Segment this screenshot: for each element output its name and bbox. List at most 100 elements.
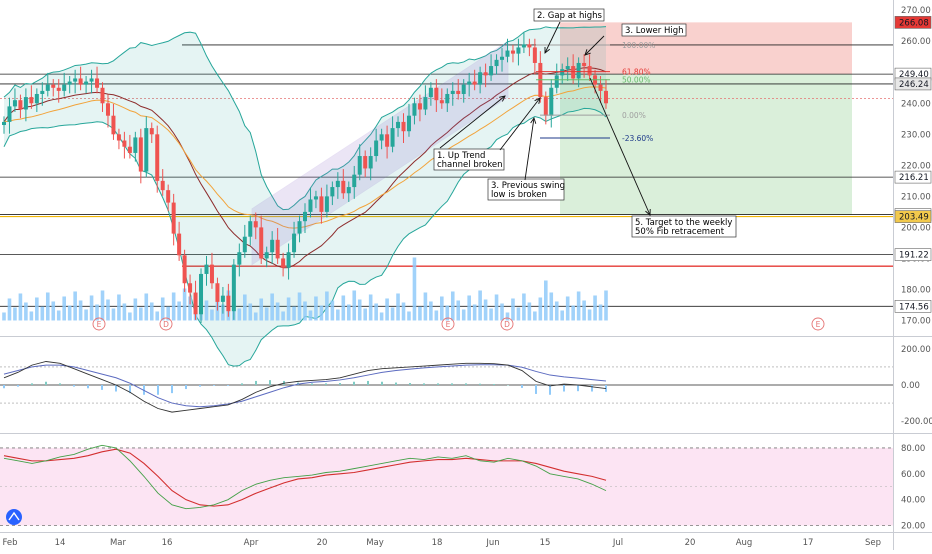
volume-bar (73, 291, 77, 321)
volume-bar (243, 294, 247, 321)
event-marker-label: E (816, 320, 821, 329)
candle-body (193, 292, 198, 315)
candle-body (390, 128, 395, 147)
macd-axis-tick: 200.00 (901, 345, 931, 355)
volume-bar (62, 296, 66, 321)
time-axis-tick: Sep (865, 538, 881, 548)
fib-label: 100.00% (622, 41, 655, 50)
volume-bar (587, 309, 592, 321)
volume-bar (390, 307, 395, 321)
macd-hist-bar (185, 385, 187, 390)
candle-body (346, 187, 351, 194)
tradingview-logo-icon (6, 509, 22, 525)
candle-body (138, 137, 143, 172)
arrow-target (589, 77, 651, 216)
price-tag-label: 174.56 (899, 302, 929, 312)
macd-hist-bar (493, 384, 495, 385)
volume-bar (565, 296, 570, 321)
volume-bar (122, 303, 127, 321)
price-axis-tick: 270.00 (901, 6, 931, 16)
volume-bar (560, 310, 565, 321)
candle-body (188, 283, 193, 293)
candle-body (363, 156, 368, 169)
price-tag-label: 216.21 (899, 173, 929, 183)
candle-body (319, 196, 324, 212)
candle-body (565, 66, 570, 70)
candle-body (149, 128, 154, 135)
candle-body (368, 156, 373, 169)
candle-body (456, 90, 461, 94)
macd-hist-bar (465, 383, 467, 385)
candle-body (116, 134, 121, 141)
logo-mark-icon (8, 511, 20, 521)
macd-hist-bar (395, 382, 397, 385)
candle-body (554, 75, 559, 88)
annotation-text: channel broken (437, 160, 502, 170)
candle-body (434, 87, 439, 101)
candle-body (532, 47, 537, 63)
volume-bar (374, 303, 378, 321)
macd-line (3, 361, 607, 413)
volume-bar (182, 288, 187, 321)
price-tag-box (894, 77, 932, 91)
price-axis-tick: 200.00 (901, 223, 931, 233)
annotation-box (487, 178, 565, 201)
candle-body (423, 97, 428, 110)
volume-bar (478, 290, 482, 321)
time-axis-tick: Aug (736, 538, 753, 548)
volume-bar (341, 295, 346, 321)
volume-bar (95, 304, 99, 321)
candle-body (45, 84, 50, 91)
candle-body (467, 81, 472, 85)
volume-bar (571, 305, 575, 321)
volume-bar (286, 297, 291, 321)
macd-hist-bar (563, 385, 565, 392)
time-axis-tick: May (366, 538, 384, 548)
volume-bar (456, 300, 461, 321)
macd-hist-bar (269, 380, 271, 385)
price-tag-box (894, 248, 932, 261)
candle-body (95, 78, 100, 88)
event-marker-circle (92, 317, 106, 331)
candle-body (242, 236, 247, 253)
price-tag-label: 266.08 (899, 18, 929, 28)
risk-zone (560, 22, 852, 75)
candle-body (604, 90, 608, 104)
volume-bar (204, 300, 209, 321)
candle-body (330, 187, 335, 197)
time-axis-tick: Jun (485, 538, 499, 548)
time-axis-tick: 16 (162, 538, 173, 548)
arrow-gap (544, 21, 561, 54)
candle-body (292, 233, 297, 253)
candle-body (84, 81, 89, 85)
volume-bar (368, 294, 373, 321)
volume-bar (576, 291, 581, 321)
time-axis-tick: 18 (432, 538, 443, 548)
macd-hist-bar (521, 385, 523, 388)
annotation-text: low is broken (491, 190, 547, 200)
trend-channel (251, 40, 509, 266)
candle-body (56, 87, 61, 91)
candle-body (500, 56, 505, 60)
bollinger-upper (3, 26, 607, 211)
rsi-axis-tick: 80.00 (901, 444, 925, 454)
volume-bar (582, 300, 586, 321)
fib-label: 61.80% (622, 68, 651, 77)
macd-axis-tick: -200.00 (901, 417, 932, 427)
macd-hist-bar (101, 385, 103, 390)
candle-body (7, 106, 12, 122)
time-axis-tick: Feb (2, 538, 17, 548)
time-axis-tick: 17 (803, 538, 814, 548)
volume-bar (385, 298, 389, 321)
volume-bar (237, 308, 242, 321)
volume-bar (412, 257, 417, 321)
candle-body (100, 87, 105, 104)
event-marker-label: D (163, 320, 169, 329)
candle-body (472, 81, 477, 85)
macd-hist-bar (325, 383, 327, 385)
volume-bar (171, 292, 176, 321)
volume-bar (78, 300, 83, 321)
price-axis-tick: 260.00 (901, 37, 931, 47)
